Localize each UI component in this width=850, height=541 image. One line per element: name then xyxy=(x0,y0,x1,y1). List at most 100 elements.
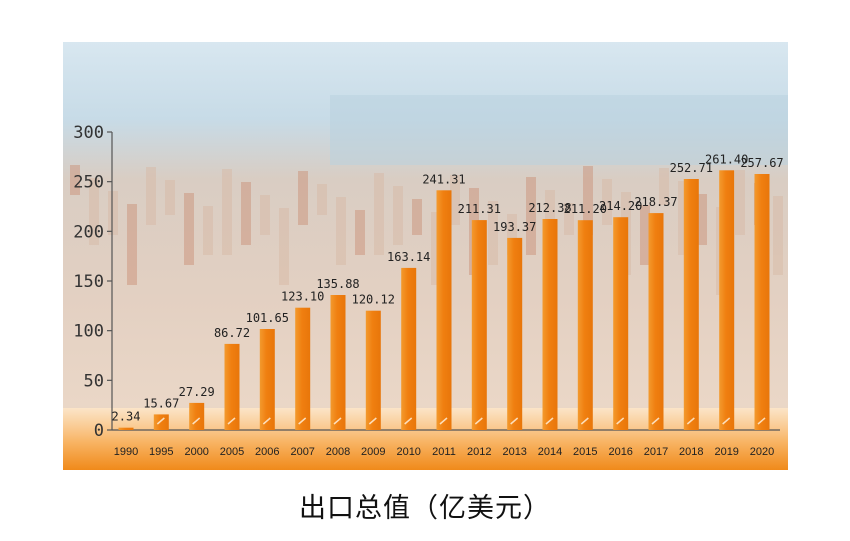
port-texture-block xyxy=(89,178,99,245)
bar-highlight xyxy=(368,417,377,425)
bar xyxy=(648,213,664,430)
bar xyxy=(259,329,275,430)
category-label: 2007 xyxy=(290,446,314,458)
port-texture-block xyxy=(393,186,403,245)
port-texture-block xyxy=(222,169,232,255)
port-texture-block xyxy=(697,194,707,245)
bar xyxy=(224,343,240,430)
bar xyxy=(153,414,169,430)
bar xyxy=(471,220,487,430)
bar-highlight xyxy=(580,417,589,425)
bar xyxy=(295,307,311,430)
category-label: 2012 xyxy=(467,446,491,458)
category-label: 2008 xyxy=(326,446,350,458)
bar xyxy=(330,295,346,430)
bar-highlight xyxy=(298,417,307,425)
bar xyxy=(436,190,452,430)
port-texture-block xyxy=(526,177,536,255)
bar xyxy=(683,179,699,430)
bar-highlight xyxy=(439,417,448,425)
category-label: 2017 xyxy=(644,446,668,458)
value-label: 27.29 xyxy=(179,385,215,399)
bar xyxy=(542,219,558,430)
bar xyxy=(118,427,134,430)
port-texture-block xyxy=(70,165,80,195)
port-texture-block xyxy=(108,191,118,235)
port-texture-block xyxy=(507,214,517,255)
bar-highlight xyxy=(616,417,625,425)
bar xyxy=(189,402,205,430)
port-texture-block xyxy=(678,181,688,255)
bar-highlight xyxy=(262,417,271,425)
bar xyxy=(754,174,770,430)
value-label: 252.71 xyxy=(670,161,713,175)
port-texture-block xyxy=(203,206,213,255)
category-label: 2015 xyxy=(573,446,597,458)
bar-highlight xyxy=(474,417,483,425)
y-tick-label: 300 xyxy=(73,123,104,143)
port-texture-block xyxy=(735,170,745,235)
bar xyxy=(401,267,417,430)
value-label: 135.88 xyxy=(316,277,359,291)
value-label: 257.67 xyxy=(740,156,783,170)
category-label: 2014 xyxy=(538,446,562,458)
port-texture-block xyxy=(336,197,346,265)
category-label: 2016 xyxy=(608,446,632,458)
background-panel xyxy=(63,42,788,470)
bars xyxy=(118,170,770,431)
bar xyxy=(507,237,523,430)
port-texture-block xyxy=(184,193,194,265)
port-texture-block xyxy=(545,190,555,245)
category-label: 1995 xyxy=(149,446,173,458)
port-texture-block xyxy=(317,184,327,215)
port-texture-block xyxy=(659,168,669,205)
port-texture-block xyxy=(640,205,650,265)
bottom-band xyxy=(63,408,788,470)
category-label: 2011 xyxy=(432,446,456,458)
category-label: 2010 xyxy=(396,446,420,458)
chart-caption: 出口总值（亿美元） xyxy=(299,493,551,524)
value-label: 15.67 xyxy=(143,396,179,410)
category-label: 2020 xyxy=(750,446,774,458)
port-texture-block xyxy=(450,175,460,225)
category-label: 2005 xyxy=(220,446,244,458)
value-label: 193.37 xyxy=(493,220,536,234)
y-tick-label: 250 xyxy=(73,173,104,193)
port-texture-block xyxy=(165,180,175,215)
category-label: 2013 xyxy=(502,446,526,458)
bar-highlight xyxy=(404,417,413,425)
value-label: 211.20 xyxy=(564,202,607,216)
port-texture-block xyxy=(412,199,422,235)
value-label: 101.65 xyxy=(246,311,289,325)
bar-highlight xyxy=(686,417,695,425)
port-texture-block xyxy=(374,173,384,255)
category-label: 2019 xyxy=(714,446,738,458)
bar-highlight xyxy=(722,417,731,425)
port-texture-block xyxy=(260,195,270,235)
bar-highlight xyxy=(545,417,554,425)
category-label: 2006 xyxy=(255,446,279,458)
bar xyxy=(719,170,735,431)
port-texture-block xyxy=(488,201,498,265)
port-texture-block xyxy=(564,203,574,235)
bar xyxy=(577,220,593,430)
value-label: 123.10 xyxy=(281,290,324,304)
category-label: 2018 xyxy=(679,446,703,458)
bar-highlight xyxy=(510,417,519,425)
y-tick-label: 100 xyxy=(73,322,104,342)
bar xyxy=(365,310,381,430)
port-texture-block xyxy=(127,204,137,285)
port-texture-block xyxy=(241,182,251,245)
bar-highlight xyxy=(333,417,342,425)
port-texture-block xyxy=(146,167,156,225)
bar-highlight xyxy=(651,417,660,425)
y-tick-label: 200 xyxy=(73,222,104,242)
value-label: 261.40 xyxy=(705,152,748,166)
port-texture-block xyxy=(431,212,441,285)
value-label: 214.20 xyxy=(599,199,642,213)
category-label: 1990 xyxy=(114,446,138,458)
value-label: 241.31 xyxy=(422,172,465,186)
category-label: 2000 xyxy=(184,446,208,458)
